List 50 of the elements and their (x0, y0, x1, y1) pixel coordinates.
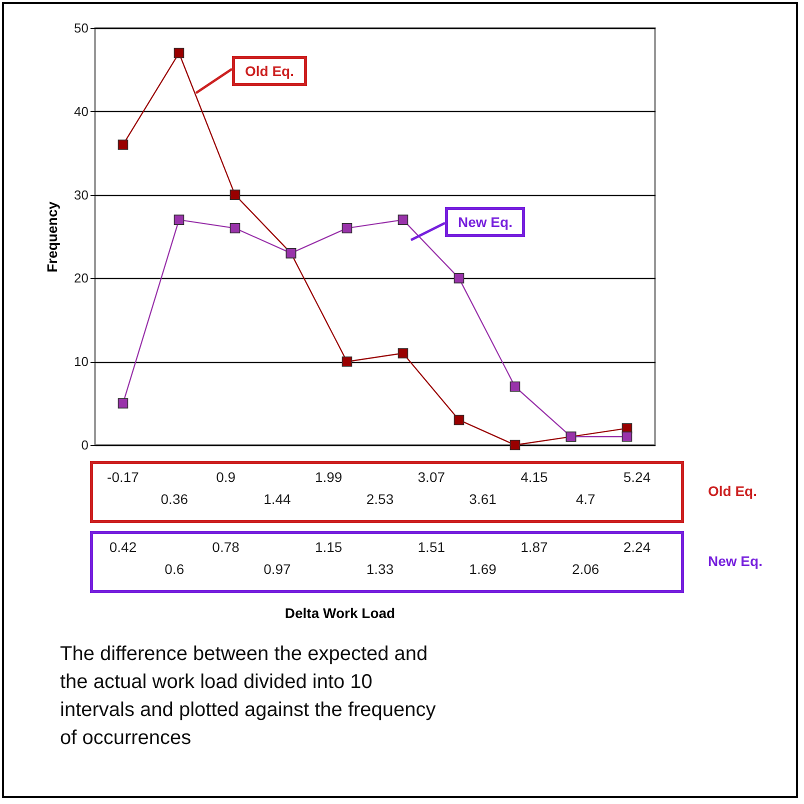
text: 0.42 (109, 539, 137, 555)
point (510, 381, 520, 392)
text: Old Eq. (708, 483, 757, 499)
point (454, 414, 464, 426)
point (118, 140, 128, 150)
text: 4.15 (520, 469, 548, 485)
y-tick-label: 30 (74, 187, 88, 202)
text: 0.36 (160, 491, 188, 507)
point (510, 440, 520, 450)
text: 1.51 (418, 539, 446, 555)
text: 2.53 (366, 491, 394, 507)
text: 1.15 (314, 539, 342, 555)
point (398, 348, 408, 358)
text: 0.78 (212, 539, 240, 555)
point (230, 190, 240, 200)
text: 3.61 (469, 491, 496, 507)
text: 2.06 (572, 561, 600, 577)
text: New Eq. (445, 207, 526, 237)
text: 1.69 (469, 561, 496, 577)
point (342, 356, 352, 367)
text: Old Eq. (232, 56, 307, 86)
text: 5.24 (623, 469, 651, 485)
y-axis-title: Frequency (44, 201, 60, 272)
text: 1.99 (314, 469, 342, 485)
y-tick-label: 50 (74, 20, 88, 36)
point (118, 398, 128, 408)
text: 4.7 (576, 491, 596, 507)
point (342, 223, 352, 234)
text: New Eq. (708, 553, 762, 569)
text: Delta Work Load (284, 605, 396, 621)
point (230, 223, 240, 234)
y-tick-label: 40 (74, 104, 88, 119)
y-tick-label: 0 (81, 438, 88, 452)
text: 1.44 (264, 491, 291, 507)
text: 1.87 (520, 539, 548, 555)
text: 1.33 (366, 561, 394, 577)
text: The difference between the expected and the actual work load divided into 10 intervals and plotted against the frequency of occurrences (60, 642, 437, 751)
point (454, 273, 464, 284)
text: 2.24 (623, 539, 651, 555)
text: -0.17 (107, 469, 139, 485)
point (398, 214, 408, 225)
text: 3.07 (418, 469, 446, 485)
text: 0.97 (264, 561, 291, 577)
text: 0.6 (164, 561, 184, 577)
text: 0.9 (216, 469, 236, 485)
point (622, 432, 632, 442)
point (174, 214, 184, 225)
y-tick-label: 10 (74, 354, 88, 370)
y-tick-label: 20 (74, 270, 88, 286)
point (174, 48, 184, 58)
